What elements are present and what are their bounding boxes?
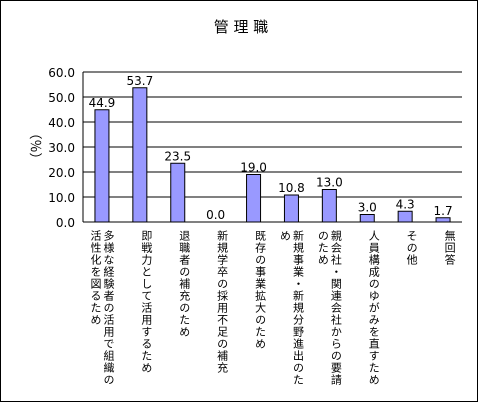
value-label: 44.9 [89,96,116,110]
value-label: 0.0 [206,208,225,222]
bar [246,174,262,223]
category-label: 新規学卒の採用不足の補充 [215,230,229,374]
y-tick-label: 40.0 [48,116,75,130]
y-tick-label: 0.0 [56,216,75,230]
value-label: 1.7 [434,204,453,218]
bar [132,87,148,223]
bar [283,194,299,223]
y-axis-label: （％） [27,126,42,165]
bar [94,109,110,223]
category-label: 無回答 [443,230,457,266]
y-tick-label: 30.0 [48,141,75,155]
category-label: 退職者の補充のため [177,230,191,338]
bars [94,87,451,223]
category-label: その他 [405,230,419,266]
category-label: 人員構成のゆがみを直すため [367,230,381,386]
value-labels: 44.9 53.7 23.5 0.0 19.0 10.8 13.0 3.0 4.3 1.7 [89,74,453,222]
bar [170,162,186,223]
bar [359,214,375,223]
y-tick-label: 10.0 [48,191,75,205]
y-tick-labels: 0.0 10.0 20.0 30.0 40.0 50.0 60.0 [48,66,75,230]
value-label: 4.3 [396,197,415,211]
value-label: 10.8 [278,181,305,195]
value-label: 53.7 [126,74,153,88]
y-tick-label: 60.0 [48,66,75,80]
bar [397,210,413,223]
category-label: 親会社・関連会社からの要請のため [316,230,343,386]
chart-title: 管 理 職 [214,18,269,36]
category-label: 新規事業・新規分野進出のため [278,230,305,386]
category-label: 多様な経験者の活用で組織の活性化を図るため [88,230,115,386]
category-label: 既存の事業拡大のため [253,230,267,350]
bar [321,189,337,223]
value-label: 13.0 [316,176,343,190]
bar [435,217,451,223]
y-tick-label: 50.0 [48,91,75,105]
value-label: 3.0 [358,201,377,215]
value-label: 23.5 [164,149,191,163]
value-label: 19.0 [240,161,267,175]
axes [82,72,462,223]
y-tick-label: 20.0 [48,166,75,180]
category-label: 即戦力として活用するため [139,230,153,374]
